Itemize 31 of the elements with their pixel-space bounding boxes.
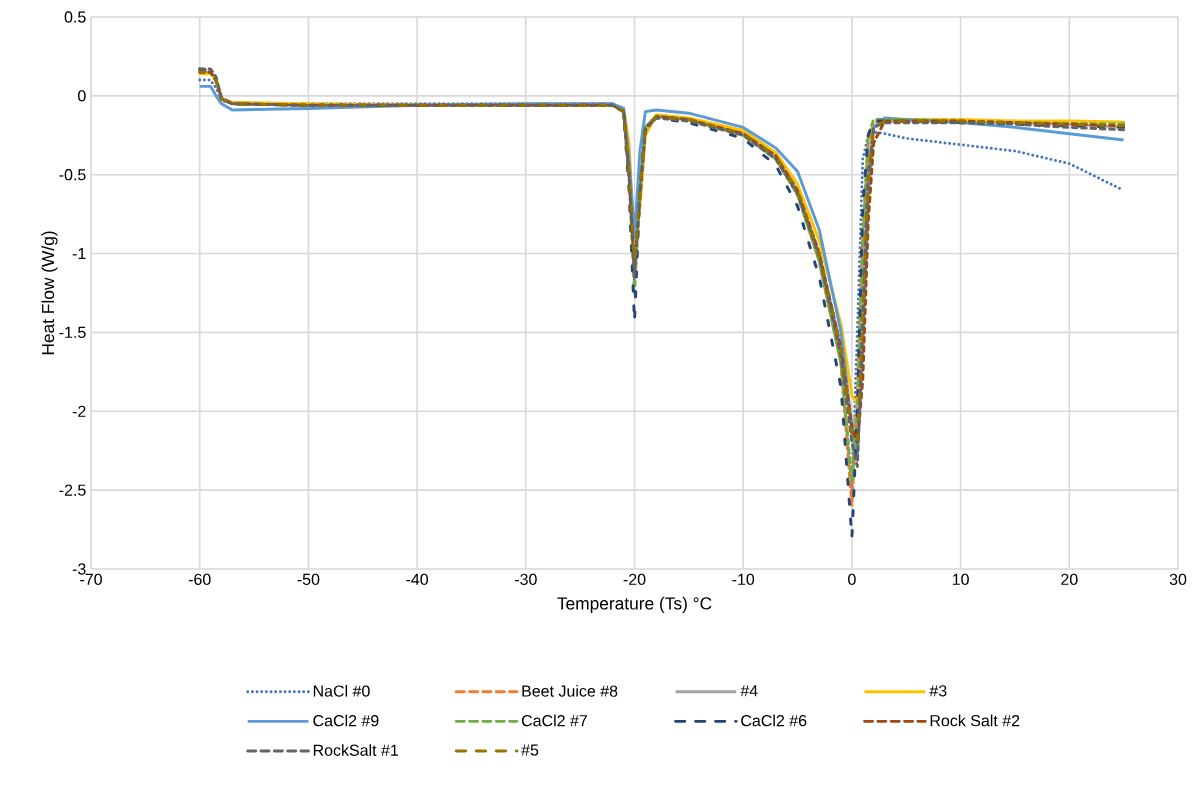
x-tick-label: 0 bbox=[848, 573, 856, 586]
legend-label: RockSalt #1 bbox=[313, 744, 399, 756]
y-tick-label: -3 bbox=[72, 563, 86, 575]
y-tick-label: -0.5 bbox=[59, 169, 86, 181]
x-tick-label: -50 bbox=[297, 573, 320, 586]
legend-label: CaCl2 #9 bbox=[313, 714, 379, 727]
legend-label: CaCl2 #7 bbox=[521, 714, 587, 727]
x-tick-label: 10 bbox=[952, 573, 969, 586]
x-tick-label: -40 bbox=[406, 573, 429, 586]
y-tick-label: -1.5 bbox=[59, 326, 86, 338]
y-tick-label: 0.5 bbox=[64, 11, 86, 23]
y-tick-label: 0 bbox=[78, 90, 86, 102]
x-tick-label: -20 bbox=[623, 573, 646, 586]
x-tick-label: -70 bbox=[80, 573, 102, 586]
x-tick-label: -10 bbox=[732, 573, 755, 586]
legend-label: #4 bbox=[740, 685, 758, 697]
legend-label: #3 bbox=[929, 685, 947, 697]
x-tick-label: 20 bbox=[1061, 573, 1078, 586]
y-axis-title: Heat Flow (W/g) bbox=[41, 231, 58, 355]
legend-label: CaCl2 #6 bbox=[741, 714, 807, 727]
legend-label: Beet Juice #8 bbox=[522, 684, 618, 697]
x-tick-label: -60 bbox=[188, 573, 211, 586]
x-tick-label: -30 bbox=[514, 573, 537, 586]
legend-label: NaCl #0 bbox=[313, 684, 370, 697]
y-tick-label: -1 bbox=[72, 248, 86, 260]
x-axis-title: Temperature (Ts) °C bbox=[557, 596, 712, 613]
x-tick-label: 30 bbox=[1169, 573, 1187, 586]
legend-label: Rock Salt #2 bbox=[930, 714, 1020, 727]
y-tick-label: -2 bbox=[72, 405, 86, 417]
legend-label: #5 bbox=[521, 744, 539, 756]
y-tick-label: -2.5 bbox=[59, 484, 86, 496]
